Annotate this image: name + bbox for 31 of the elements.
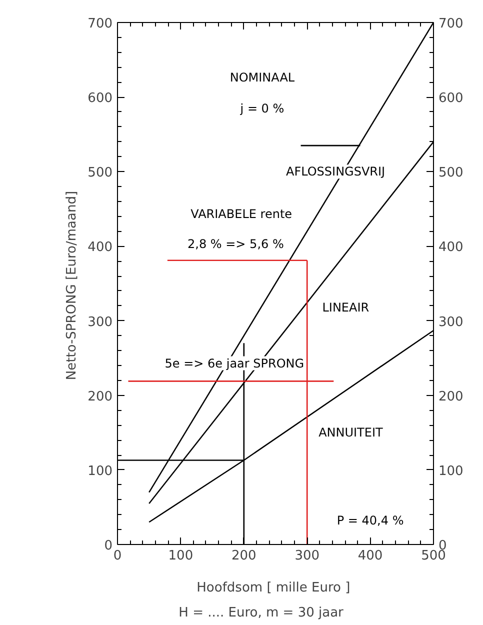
y-tick-label: 0 <box>104 538 113 554</box>
y2-tick-label: 400 <box>438 240 464 256</box>
y2-tick-label: 500 <box>438 166 464 181</box>
y-tick-label: 200 <box>88 389 113 404</box>
y-tick-label: 100 <box>88 464 113 479</box>
y-tick-label: 700 <box>88 16 113 32</box>
x-tick-label: 100 <box>168 548 194 564</box>
annotation: j = 0 % <box>239 101 284 116</box>
annotation: 5e => 6e jaar SPRONG <box>164 356 304 370</box>
y-tick-label: 300 <box>88 314 113 330</box>
y-tick-label: 400 <box>88 240 113 256</box>
y2-tick-label: 300 <box>438 314 464 330</box>
y2-tick-label: 200 <box>438 389 464 404</box>
annotation: LINEAIR <box>322 300 370 314</box>
y-tick-label: 600 <box>88 91 113 106</box>
y2-tick-label: 100 <box>438 464 464 479</box>
x-tick-label: 400 <box>358 548 383 564</box>
annotation: 2,8 % => 5,6 % <box>188 236 284 251</box>
annotation: AFLOSSINGSVRIJ <box>286 164 386 179</box>
annotation: ANNUITEIT <box>318 426 384 440</box>
y-axis-title: Netto-SPRONG [Euro/maand] <box>64 190 80 380</box>
annotation: P = 40,4 % <box>336 514 404 528</box>
text: H = .... Euro, m = 30 jaar <box>178 606 344 620</box>
y-tick-label: 500 <box>88 166 113 181</box>
x-tick-label: 300 <box>294 548 320 564</box>
y2-tick-label: 600 <box>438 91 464 106</box>
annotation: VARIABELE rente <box>190 207 292 222</box>
x-tick-label: 200 <box>231 548 256 564</box>
y2-tick-label: 700 <box>438 16 464 32</box>
annotation: NOMINAAL <box>230 70 295 85</box>
x-axis-title: Hoofdsom [ mille Euro ] <box>196 580 350 596</box>
